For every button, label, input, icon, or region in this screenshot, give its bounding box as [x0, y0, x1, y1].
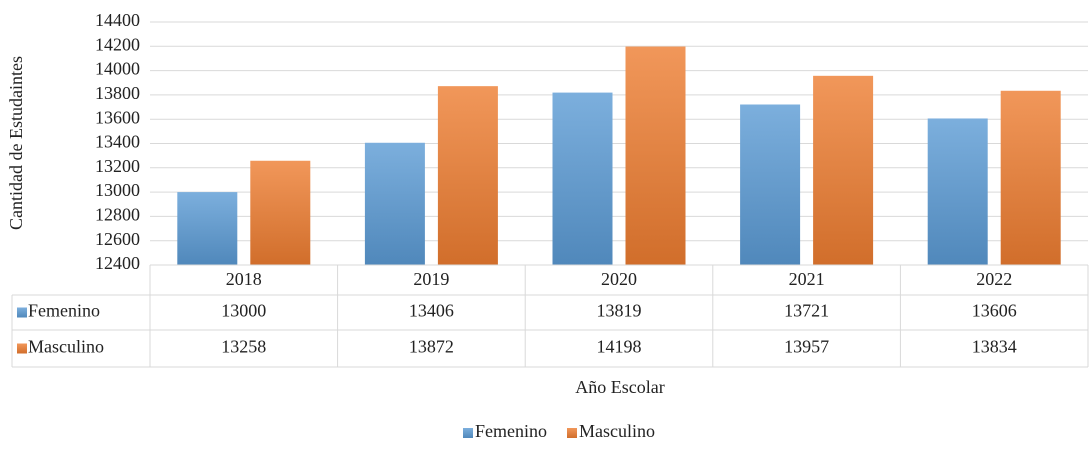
- bar: [177, 192, 238, 265]
- table-row-label: Femenino: [28, 301, 100, 321]
- table-cell: 13000: [221, 301, 266, 321]
- table-cell: 13721: [784, 301, 829, 321]
- y-tick-label: 12400: [95, 253, 140, 273]
- y-tick-label: 13400: [95, 132, 140, 152]
- legend-label: Masculino: [579, 421, 655, 441]
- x-axis-title: Año Escolar: [575, 377, 664, 397]
- bar: [927, 118, 988, 265]
- y-tick-label: 14400: [95, 10, 140, 30]
- table-cell: 13258: [221, 337, 266, 357]
- y-tick-label: 13600: [95, 107, 140, 127]
- y-tick-label: 13200: [95, 156, 140, 176]
- x-tick-label: 2020: [601, 269, 637, 289]
- bar: [437, 86, 498, 265]
- bar: [364, 142, 425, 265]
- bar: [552, 92, 613, 266]
- table-cell: 13406: [409, 301, 454, 321]
- table-legend-key: [17, 343, 27, 354]
- y-tick-label: 13000: [95, 180, 140, 200]
- y-tick-label: 12600: [95, 229, 140, 249]
- legend-item: Femenino: [463, 421, 547, 441]
- table-cell: 13834: [972, 337, 1017, 357]
- legend-key: [463, 428, 473, 438]
- x-tick-label: 2021: [789, 269, 825, 289]
- bar: [250, 160, 311, 265]
- table-cell: 14198: [597, 337, 642, 357]
- y-tick-label: 14000: [95, 59, 140, 79]
- y-tick-label: 14200: [95, 34, 140, 54]
- legend-item: Masculino: [567, 421, 655, 441]
- x-tick-label: 2022: [976, 269, 1012, 289]
- table-cell: 13957: [784, 337, 829, 357]
- y-tick-label: 13800: [95, 83, 140, 103]
- table-row-label: Masculino: [28, 337, 104, 357]
- table-cell: 13606: [972, 301, 1017, 321]
- bar: [813, 75, 874, 266]
- legend-label: Femenino: [475, 421, 547, 441]
- bar: [625, 46, 686, 265]
- bar: [1000, 90, 1061, 265]
- x-tick-label: 2018: [226, 269, 262, 289]
- y-axis-title: Cantidad de Estudaintes: [6, 56, 26, 230]
- table-legend-key: [17, 307, 27, 318]
- legend-key: [567, 428, 577, 438]
- table-cell: 13819: [597, 301, 642, 321]
- y-tick-label: 12800: [95, 205, 140, 225]
- bar: [740, 104, 801, 265]
- table-cell: 13872: [409, 337, 454, 357]
- x-tick-label: 2019: [413, 269, 449, 289]
